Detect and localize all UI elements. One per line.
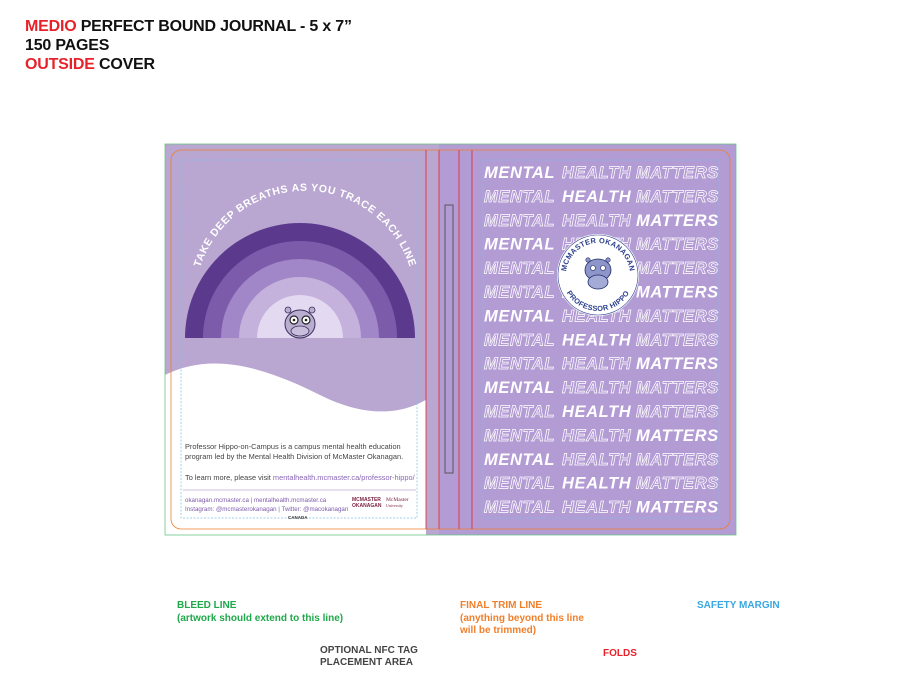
mcmaster-okanagan-badge: MCMASTER OKANAGAN PROFESSOR HIPPO [557, 234, 639, 316]
footer-social[interactable]: Instagram: @mcmasterokanagan | Twitter: … [185, 506, 349, 513]
pattern-word-matters: MATTERS [636, 475, 719, 493]
bleed-line [164, 143, 737, 536]
pattern-word-matters: MATTERS [636, 379, 719, 397]
mcmaster-okanagan-logo: MCMASTER OKANAGAN [352, 497, 381, 509]
safety-margin-back [180, 159, 418, 519]
pattern-word-health: HEALTH [562, 475, 632, 493]
pattern-word-mental: MENTAL [484, 499, 555, 517]
pattern-word-health: HEALTH [562, 164, 632, 182]
legend-safety: SAFETY MARGIN [697, 600, 780, 611]
pattern-word-health: HEALTH [562, 379, 632, 397]
pattern-word-matters: MATTERS [636, 499, 719, 517]
back-cover: TAKE DEEP BREATHS AS YOU TRACE EACH LINE [165, 144, 439, 535]
pattern-word-health: HEALTH [562, 403, 632, 421]
mcmaster-university-logo: McMaster University [386, 497, 409, 509]
logo-1-line-2: OKANAGAN [352, 503, 382, 509]
pattern-word-mental: MENTAL [484, 355, 555, 373]
logo-2-line-2: University [386, 503, 403, 508]
pattern-word-health: HEALTH [562, 499, 632, 517]
visit-text: To learn more, please visit [185, 473, 271, 482]
pattern-word-mental: MENTAL [484, 427, 555, 445]
pattern-word-mental: MENTAL [484, 451, 555, 469]
pattern-word-matters: MATTERS [636, 284, 719, 302]
title-rest: PERFECT BOUND JOURNAL - 5 x 7” [80, 18, 352, 35]
title-line-2: 150 PAGES [25, 37, 110, 54]
pattern-word-mental: MENTAL [484, 379, 555, 397]
pattern-word-matters: MATTERS [636, 355, 719, 373]
legend-bleed-title: BLEED LINE [177, 600, 237, 611]
footer-links[interactable]: okanagan.mcmaster.ca | mentalhealth.mcma… [185, 497, 327, 504]
pattern-word-matters: MATTERS [636, 188, 719, 206]
pattern-word-health: HEALTH [562, 212, 632, 230]
legend-nfc-2: PLACEMENT AREA [320, 657, 413, 668]
title-line-1: MEDIO PERFECT BOUND JOURNAL - 5 x 7” [25, 18, 352, 35]
safety-margin-front [482, 159, 720, 519]
title-line-3: OUTSIDE COVER [25, 56, 155, 73]
pattern-word-mental: MENTAL [484, 164, 555, 182]
pattern-word-matters: MATTERS [636, 403, 719, 421]
title-accent-outside: OUTSIDE [25, 56, 95, 73]
pattern-word-matters: MATTERS [636, 331, 719, 349]
pattern-word-matters: MATTERS [636, 307, 719, 325]
back-paragraph-1: Professor Hippo-on-Campus is a campus me… [185, 442, 404, 461]
legend-trim-sub-1: (anything beyond this line [460, 613, 584, 624]
pattern-word-health: HEALTH [562, 427, 632, 445]
canada-label: CANADA [288, 515, 308, 520]
pattern-word-matters: MATTERS [636, 451, 719, 469]
pattern-word-health: HEALTH [562, 451, 632, 469]
white-wave [165, 363, 439, 535]
legend-folds: FOLDS [603, 648, 637, 659]
pattern-word-matters: MATTERS [636, 212, 719, 230]
spine [439, 144, 459, 535]
pattern-word-health: HEALTH [562, 188, 632, 206]
pattern-word-matters: MATTERS [636, 260, 719, 278]
pattern-word-health: HEALTH [562, 331, 632, 349]
spine-nfc-area [444, 204, 454, 474]
professor-hippo-link[interactable]: mentalhealth.mcmaster.ca/professor-hippo… [272, 473, 415, 482]
legend-bleed-sub: (artwork should extend to this line) [177, 613, 344, 624]
title-accent: MEDIO [25, 18, 77, 35]
pattern-word-matters: MATTERS [636, 236, 719, 254]
legend-nfc-1: OPTIONAL NFC TAG [320, 645, 418, 656]
pattern-word-mental: MENTAL [484, 475, 555, 493]
cover-artwork: TAKE DEEP BREATHS AS YOU TRACE EACH LINE… [164, 143, 737, 536]
pattern-word-mental: MENTAL [484, 260, 555, 278]
logo-2-line-1: McMaster [386, 497, 409, 503]
hippo-badge-icon [584, 257, 612, 290]
pattern-word-mental: MENTAL [484, 331, 555, 349]
front-cover-background [439, 144, 736, 535]
rainbow [185, 223, 415, 338]
spine-left-strip [426, 144, 439, 535]
pattern-word-mental: MENTAL [484, 212, 555, 230]
pattern-word-mental: MENTAL [484, 188, 555, 206]
pattern-word-matters: MATTERS [636, 164, 719, 182]
print-guides [164, 143, 737, 536]
trim-line [170, 149, 731, 530]
back-paragraph-2: To learn more, please visit mentalhealth… [185, 473, 425, 483]
pattern-word-matters: MATTERS [636, 427, 719, 445]
pattern-word-mental: MENTAL [484, 284, 555, 302]
pattern-word-mental: MENTAL [484, 307, 555, 325]
title-cover: COVER [98, 56, 155, 73]
logo-1-line-1: MCMASTER [352, 497, 381, 503]
pattern-word-mental: MENTAL [484, 236, 555, 254]
pattern-word-mental: MENTAL [484, 403, 555, 421]
hippo-mascot-icon [284, 306, 316, 339]
legend-trim-sub-2: will be trimmed) [460, 625, 537, 636]
pattern-word-health: HEALTH [562, 355, 632, 373]
legend-trim-title: FINAL TRIM LINE [460, 600, 543, 611]
